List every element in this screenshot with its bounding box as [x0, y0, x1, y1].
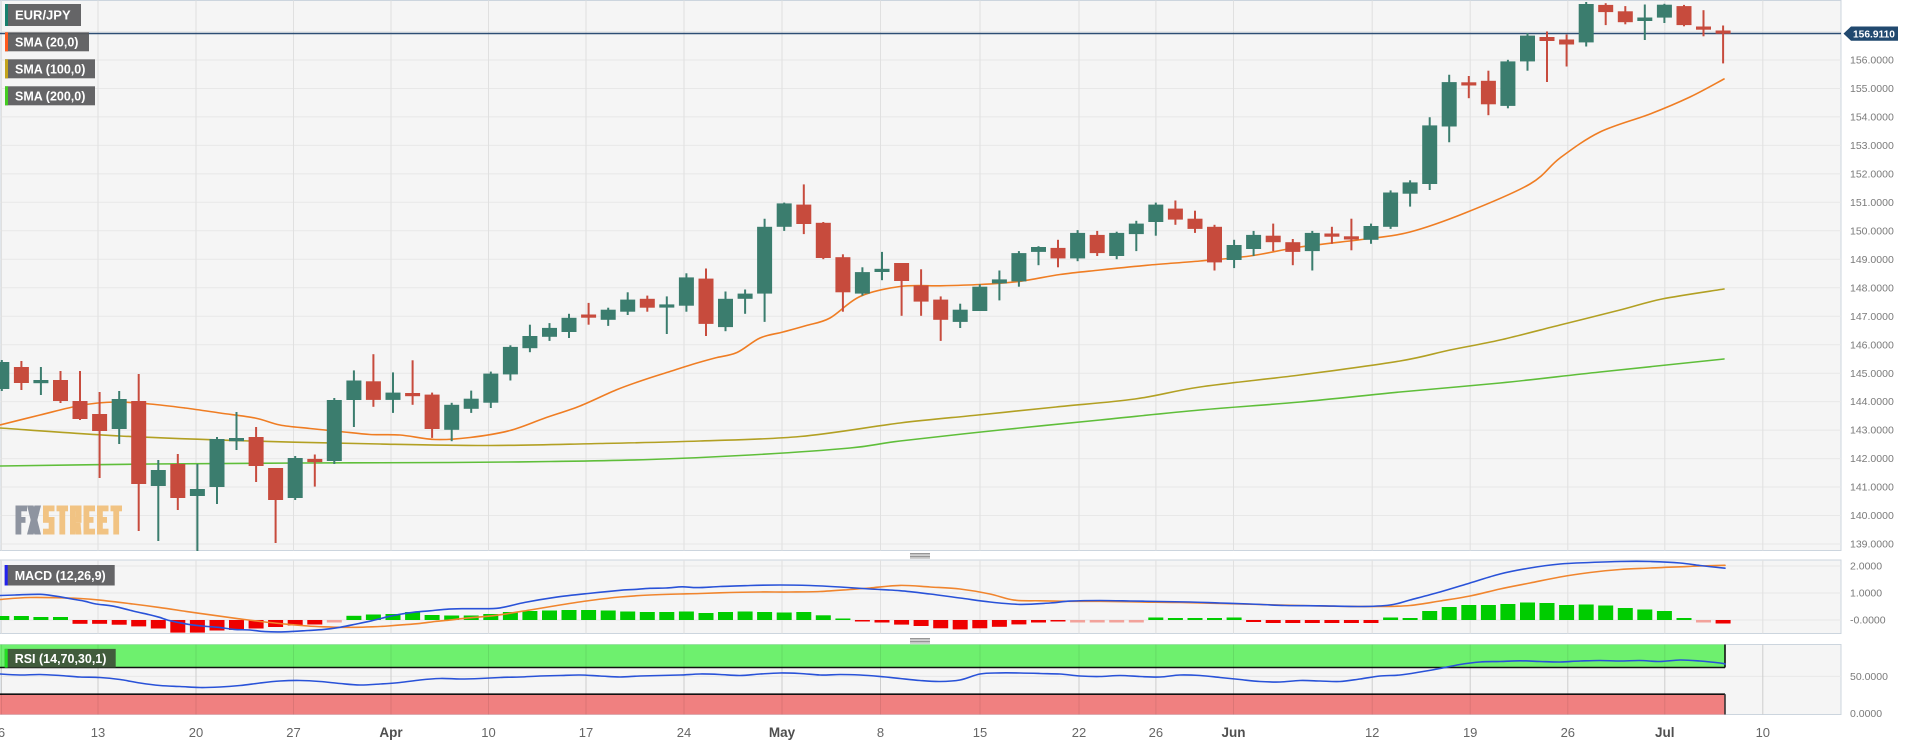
svg-text:147.0000: 147.0000	[1850, 311, 1894, 323]
svg-text:12: 12	[1365, 725, 1379, 740]
svg-text:24: 24	[677, 725, 691, 740]
svg-text:EUR/JPY: EUR/JPY	[15, 8, 71, 23]
svg-text:May: May	[769, 725, 796, 740]
svg-text:Jul: Jul	[1655, 725, 1675, 740]
svg-text:RSI (14,70,30,1): RSI (14,70,30,1)	[15, 652, 107, 666]
svg-text:19: 19	[1463, 725, 1477, 740]
svg-text:15: 15	[973, 725, 987, 740]
svg-text:50.0000: 50.0000	[1850, 671, 1888, 683]
svg-text:8: 8	[877, 725, 884, 740]
svg-text:141.0000: 141.0000	[1850, 482, 1894, 494]
svg-text:MACD (12,26,9): MACD (12,26,9)	[15, 569, 106, 583]
svg-text:26: 26	[1561, 725, 1575, 740]
svg-text:Apr: Apr	[379, 725, 403, 740]
svg-text:144.0000: 144.0000	[1850, 396, 1894, 408]
svg-text:10: 10	[1756, 725, 1770, 740]
svg-text:13: 13	[91, 725, 105, 740]
svg-text:1.0000: 1.0000	[1850, 588, 1882, 600]
svg-text:140.0000: 140.0000	[1850, 510, 1894, 522]
svg-text:154.0000: 154.0000	[1850, 112, 1894, 124]
svg-text:2.0000: 2.0000	[1850, 561, 1882, 573]
svg-text:SMA (100,0): SMA (100,0)	[15, 62, 85, 76]
svg-text:152.0000: 152.0000	[1850, 169, 1894, 181]
svg-text:153.0000: 153.0000	[1850, 140, 1894, 152]
svg-text:150.0000: 150.0000	[1850, 225, 1894, 237]
svg-text:139.0000: 139.0000	[1850, 539, 1894, 551]
svg-text:149.0000: 149.0000	[1850, 254, 1894, 266]
svg-text:10: 10	[481, 725, 495, 740]
svg-text:143.0000: 143.0000	[1850, 425, 1894, 437]
svg-text:145.0000: 145.0000	[1850, 368, 1894, 380]
svg-text:22: 22	[1072, 725, 1086, 740]
svg-text:20: 20	[189, 725, 203, 740]
svg-text:Jun: Jun	[1221, 725, 1245, 740]
svg-text:-0.0000: -0.0000	[1850, 615, 1886, 627]
svg-text:155.0000: 155.0000	[1850, 83, 1894, 95]
svg-text:6: 6	[0, 725, 5, 740]
svg-text:151.0000: 151.0000	[1850, 197, 1894, 209]
svg-text:SMA (200,0): SMA (200,0)	[15, 89, 85, 103]
svg-text:27: 27	[286, 725, 300, 740]
svg-text:0.0000: 0.0000	[1850, 708, 1882, 720]
svg-text:17: 17	[579, 725, 593, 740]
svg-text:148.0000: 148.0000	[1850, 282, 1894, 294]
svg-text:146.0000: 146.0000	[1850, 339, 1894, 351]
svg-text:156.0000: 156.0000	[1850, 55, 1894, 67]
svg-text:156.9110: 156.9110	[1853, 29, 1895, 40]
svg-text:142.0000: 142.0000	[1850, 453, 1894, 465]
svg-text:SMA (20,0): SMA (20,0)	[15, 35, 78, 49]
svg-text:26: 26	[1149, 725, 1163, 740]
